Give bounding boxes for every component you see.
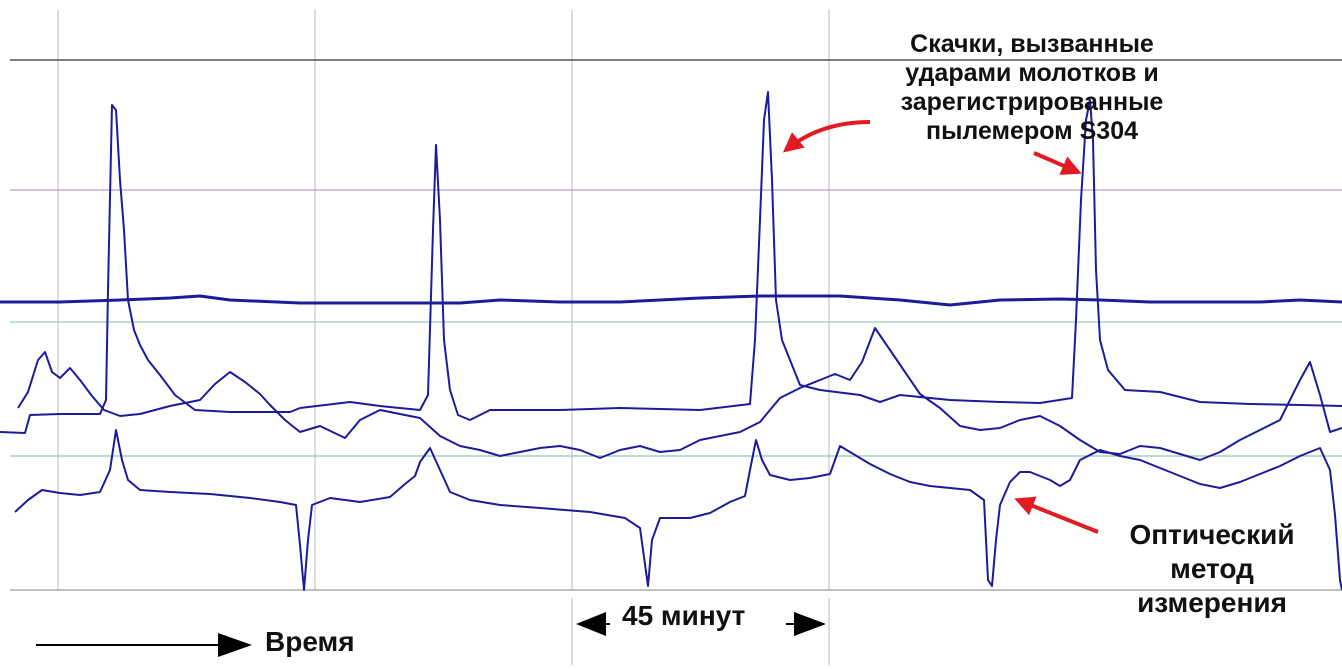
red-arrow-spike-2 xyxy=(1033,151,1082,175)
optical-annotation: Оптический метод измерения xyxy=(1082,518,1342,620)
series-line-4 xyxy=(14,429,1342,591)
series-layer xyxy=(0,91,1342,591)
series-line-2 xyxy=(0,294,1342,307)
series-line-1 xyxy=(0,91,1342,434)
scale-arrow-left xyxy=(576,612,606,636)
spikes-annotation: Скачки, вызванные ударами молотков и зар… xyxy=(852,30,1212,146)
spikes-annotation-line: ударами молотков и xyxy=(905,59,1159,87)
scale-arrow-right xyxy=(794,612,826,636)
red-arrow-spike xyxy=(782,120,871,153)
optical-annotation-line: измерения xyxy=(1137,587,1287,618)
optical-annotation-line: Оптический xyxy=(1129,519,1295,550)
spikes-annotation-line: зарегистрированные xyxy=(900,88,1164,116)
red-arrow-optical xyxy=(1014,496,1099,534)
spikes-annotation-line: Скачки, вызванные xyxy=(910,30,1154,58)
series-line-3 xyxy=(17,327,1342,461)
grid xyxy=(10,10,1342,591)
optical-annotation-line: метод xyxy=(1170,553,1254,584)
time-axis-label: Время xyxy=(265,626,355,657)
time-arrow-head xyxy=(218,633,252,657)
scale-bars xyxy=(36,598,830,665)
spikes-annotation-line: пылемером S304 xyxy=(925,117,1138,145)
scale-45-minutes-label: 45 минут xyxy=(622,600,746,631)
annotation-arrows xyxy=(782,120,1099,534)
